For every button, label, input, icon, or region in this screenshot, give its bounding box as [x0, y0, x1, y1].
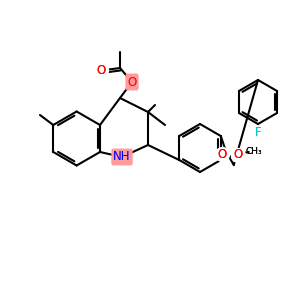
Text: F: F: [255, 125, 261, 139]
Text: NH: NH: [113, 151, 131, 164]
Text: O: O: [233, 148, 242, 161]
Text: O: O: [128, 76, 136, 88]
Text: O: O: [217, 148, 226, 160]
Text: O: O: [96, 64, 106, 76]
Text: CH₃: CH₃: [245, 148, 262, 157]
Text: O: O: [96, 64, 106, 76]
Text: NH: NH: [113, 151, 131, 164]
Text: F: F: [255, 125, 261, 139]
Text: O: O: [128, 76, 136, 88]
Text: O: O: [217, 148, 226, 160]
Text: CH₃: CH₃: [245, 148, 262, 157]
Text: O: O: [233, 148, 242, 161]
